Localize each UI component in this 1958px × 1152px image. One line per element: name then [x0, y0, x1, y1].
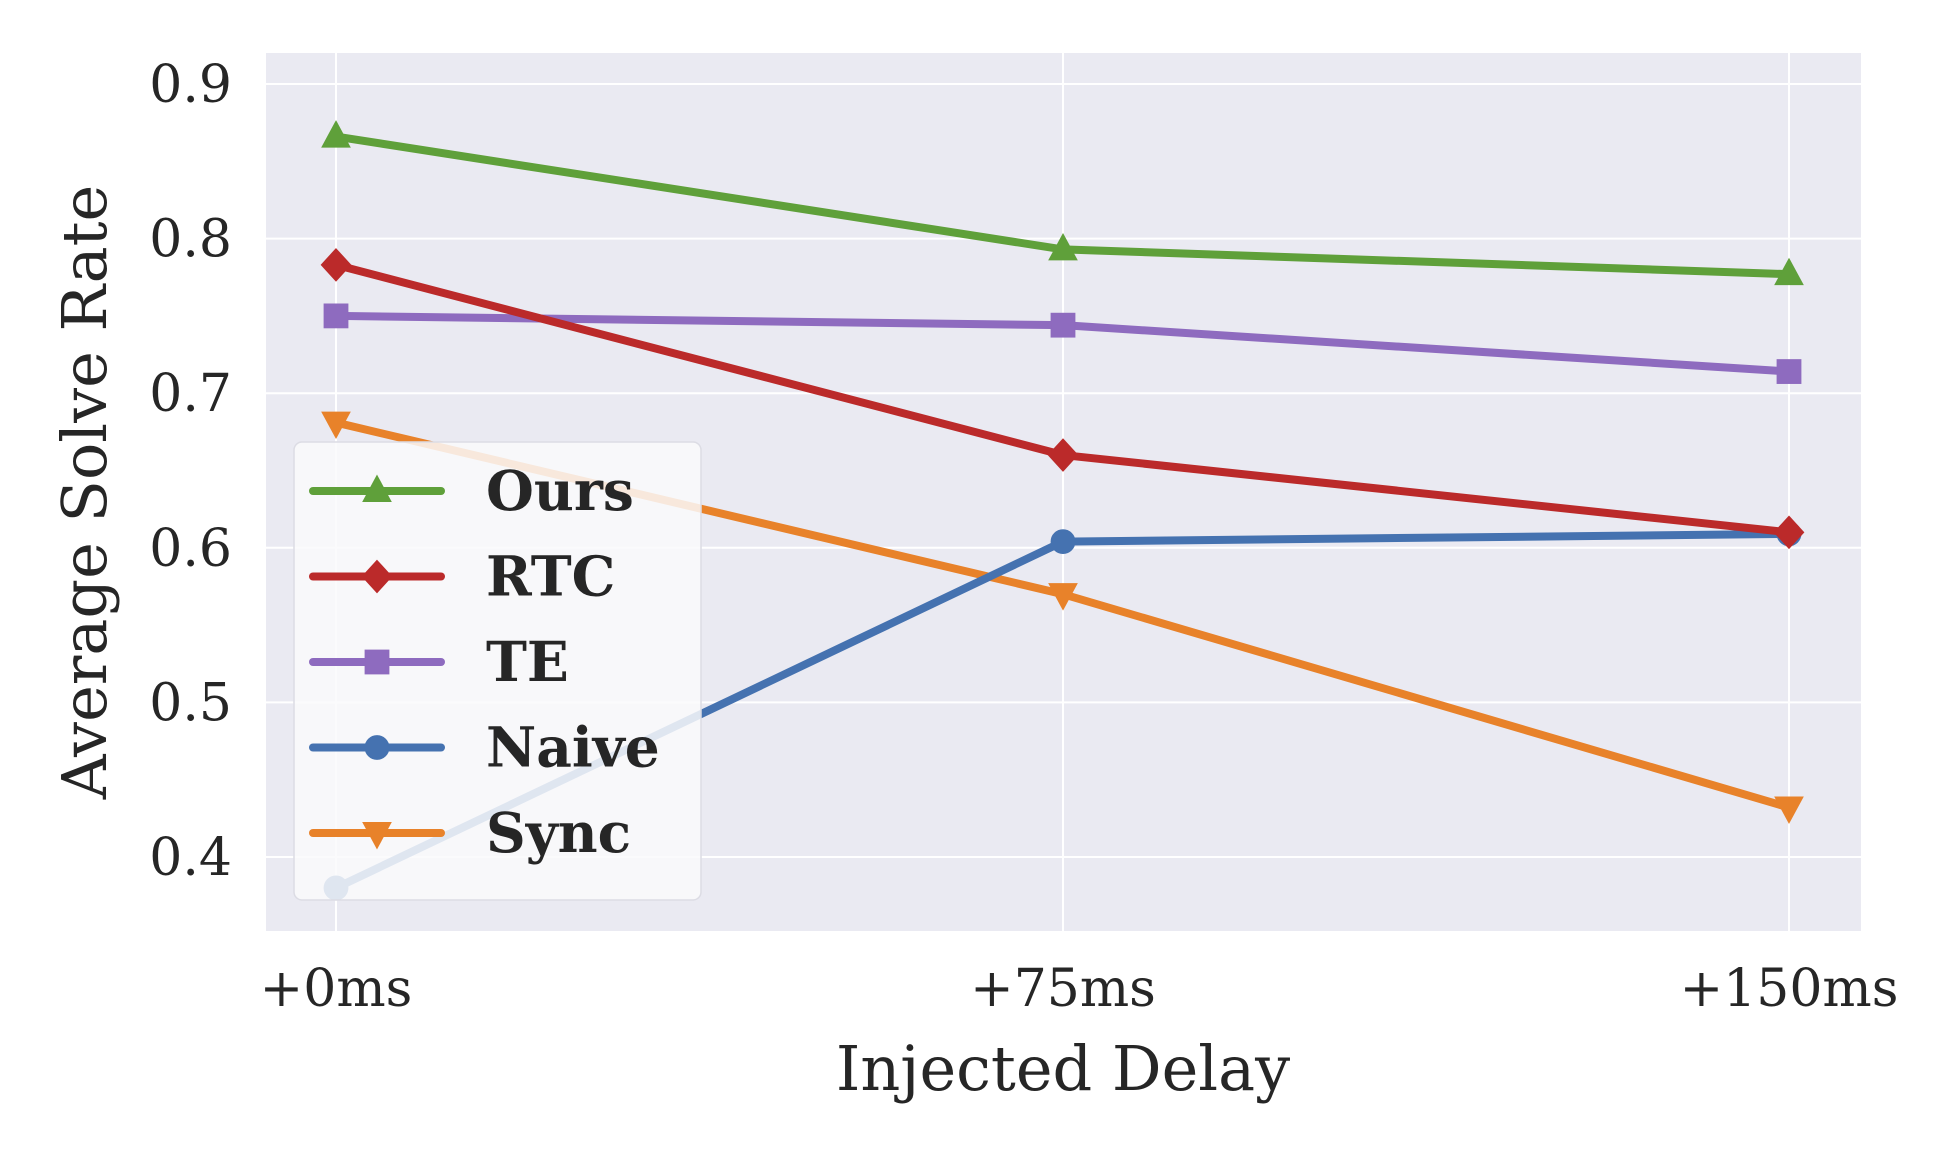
data-point-rtc: [320, 248, 352, 282]
data-point-ours: [1774, 257, 1804, 286]
legend-swatch-marker: [361, 559, 393, 594]
y-tick-label: 0.9: [149, 55, 232, 115]
x-tick-label: +75ms: [970, 959, 1156, 1019]
y-tick-label: 0.8: [149, 210, 232, 270]
legend-label: Naive: [486, 715, 660, 780]
data-point-rtc: [1773, 515, 1805, 550]
data-point-te: [1050, 312, 1076, 338]
data-point-ours: [321, 120, 351, 148]
y-tick-label: 0.4: [149, 828, 232, 888]
legend: Ours RTC TE Naive Sync: [293, 441, 702, 901]
legend-item-te: TE: [309, 629, 569, 694]
ticks: 0.4 0.5 0.6 0.7 0.8 0.9 +0ms +75ms +150ms: [149, 55, 1898, 1019]
legend-label: RTC: [486, 544, 615, 609]
data-point-sync: [321, 411, 351, 440]
legend-item-rtc: RTC: [309, 544, 615, 609]
legend-box: [293, 441, 702, 901]
legend-item-naive: Naive: [309, 715, 660, 780]
legend-swatch-marker: [364, 735, 390, 760]
data-point-ours: [1048, 232, 1078, 261]
data-point-rtc: [1047, 438, 1079, 472]
legend-label: TE: [486, 629, 569, 694]
legend-swatch-marker: [362, 474, 392, 502]
legend-swatch-marker: [364, 649, 390, 675]
series-ours: [321, 120, 1804, 286]
data-point-sync: [1048, 583, 1078, 611]
legend-swatch-marker: [362, 822, 392, 850]
y-tick-label: 0.5: [149, 673, 232, 733]
series-te: [323, 303, 1802, 384]
y-tick-label: 0.7: [149, 364, 232, 424]
legend-item-sync: Sync: [309, 800, 631, 865]
x-tick-label: +0ms: [260, 959, 413, 1019]
y-axis-label: Average Solve Rate: [48, 185, 121, 800]
data-point-sync: [1774, 796, 1804, 824]
legend-item-ours: Ours: [309, 458, 634, 523]
series-rtc: [320, 248, 1805, 550]
y-tick-label: 0.6: [149, 519, 232, 579]
legend-label: Sync: [486, 800, 631, 865]
x-tick-label: +150ms: [1680, 959, 1899, 1019]
data-point-naive: [1050, 529, 1076, 555]
data-point-te: [1776, 359, 1802, 384]
legend-label: Ours: [486, 458, 634, 523]
x-axis-label: Injected Delay: [836, 1032, 1290, 1105]
data-point-te: [323, 303, 349, 329]
